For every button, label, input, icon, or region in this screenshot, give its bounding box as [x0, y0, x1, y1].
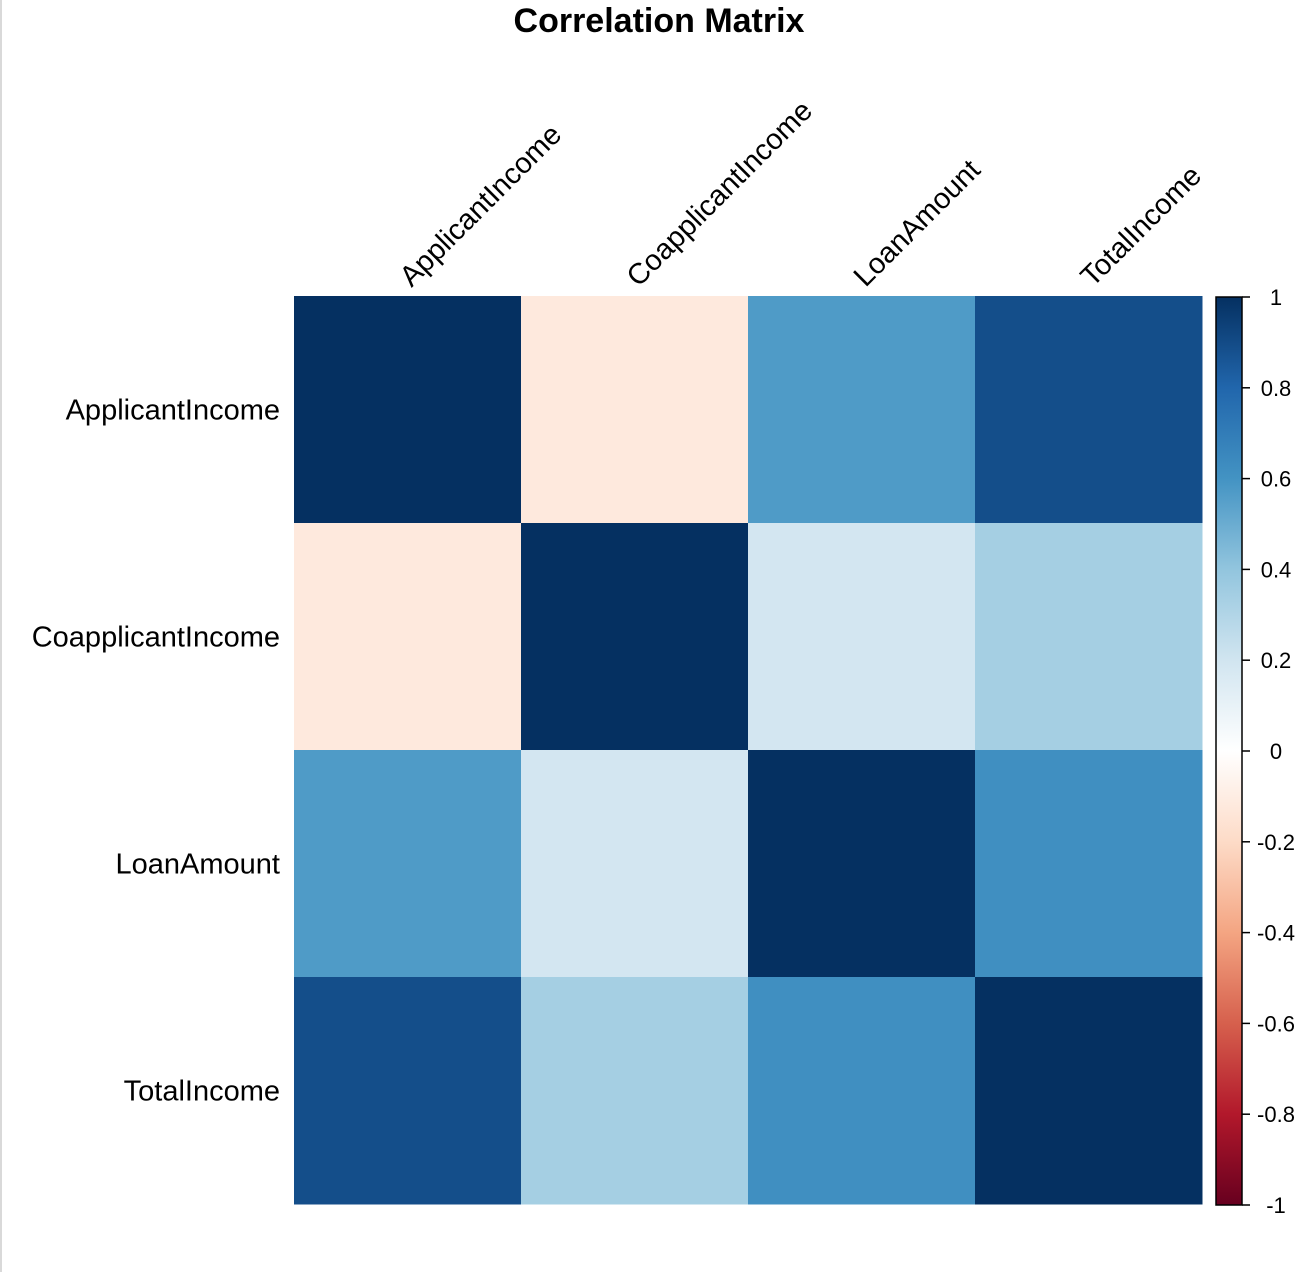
- heatmap-cell: [748, 977, 976, 1205]
- colorbar-tick-label: 0.8: [1261, 376, 1292, 401]
- colorbar-tick-label: 0.4: [1261, 557, 1292, 582]
- row-label: LoanAmount: [116, 849, 280, 881]
- heatmap-cell: [521, 523, 749, 751]
- column-label: TotalIncome: [1075, 160, 1208, 293]
- heatmap-cell: [975, 977, 1203, 1205]
- heatmap-cell: [748, 296, 976, 524]
- heatmap-cell: [294, 523, 522, 751]
- heatmap-cell: [975, 750, 1203, 978]
- heatmap-cell: [294, 750, 522, 978]
- heatmap-cell: [748, 750, 976, 978]
- heatmap-cell: [975, 296, 1203, 524]
- row-labels: ApplicantIncome CoapplicantIncome LoanAmou…: [32, 395, 280, 1108]
- heatmap-cell: [975, 523, 1203, 751]
- row-label: TotalIncome: [124, 1076, 280, 1108]
- left-border: [0, 0, 2, 1272]
- column-label: LoanAmount: [848, 154, 987, 293]
- colorbar-tick-label: 1: [1270, 285, 1282, 310]
- row-label: ApplicantIncome: [66, 395, 280, 427]
- heatmap-cells: [294, 296, 1203, 1205]
- colorbar-tick-label: -0.2: [1257, 830, 1295, 855]
- colorbar-tick-label: -0.4: [1257, 921, 1295, 946]
- colorbar-tick-label: 0.6: [1261, 467, 1292, 492]
- heatmap-cell: [748, 523, 976, 751]
- heatmap-cell: [294, 296, 522, 524]
- colorbar-tick-label: -0.6: [1257, 1011, 1295, 1036]
- colorbar-tick-label: -1: [1266, 1193, 1286, 1218]
- heatmap-cell: [521, 750, 749, 978]
- colorbar-tick-label: 0.2: [1261, 648, 1292, 673]
- colorbar-tick-label: 0: [1270, 739, 1282, 764]
- heatmap-cell: [294, 977, 522, 1205]
- heatmap-cell: [521, 296, 749, 524]
- colorbar-tick-label: -0.8: [1257, 1102, 1295, 1127]
- column-labels: ApplicantIncome CoapplicantIncome LoanAmou…: [394, 95, 1208, 293]
- column-label: ApplicantIncome: [394, 119, 568, 293]
- column-label: CoapplicantIncome: [621, 95, 819, 293]
- chart-title: Correlation Matrix: [514, 2, 805, 40]
- row-label: CoapplicantIncome: [32, 622, 280, 654]
- colorbar-gradient: [1215, 296, 1243, 1206]
- colorbar: 1 0.8 0.6 0.4 0.2 0 -0.2 -0.4 -0.6 -0.8 -1: [1215, 285, 1295, 1218]
- heatmap-cell: [521, 977, 749, 1205]
